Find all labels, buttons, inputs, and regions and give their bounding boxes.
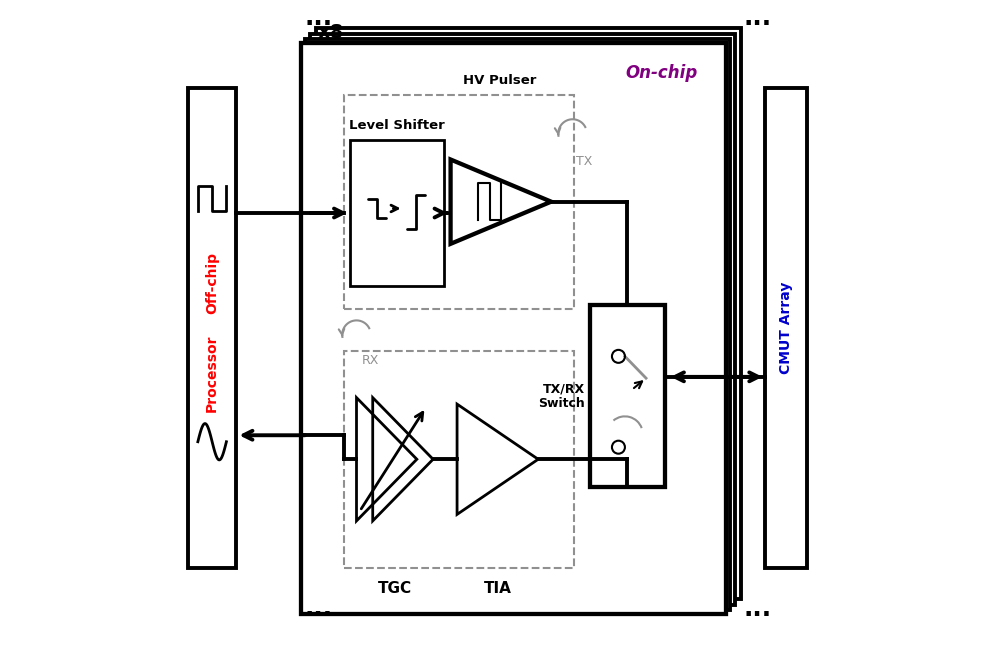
Bar [350, 140, 444, 286]
Text: ...: ... [744, 596, 772, 621]
Bar [765, 88, 807, 568]
Text: RX: RX [362, 354, 379, 367]
Text: Off-chip: Off-chip [205, 252, 219, 314]
Bar [187, 88, 236, 568]
Text: ...: ... [744, 6, 772, 30]
Text: ...: ... [305, 596, 332, 621]
Text: x8: x8 [317, 22, 344, 41]
Text: TX: TX [575, 155, 592, 167]
Text: HV Pulser: HV Pulser [463, 74, 537, 87]
Text: TGC: TGC [378, 581, 412, 596]
Bar [343, 351, 573, 568]
Text: ...: ... [305, 6, 332, 30]
Bar [590, 305, 665, 487]
Text: TIA: TIA [484, 581, 512, 596]
Text: Processor: Processor [205, 335, 219, 413]
Text: On-chip: On-chip [626, 64, 698, 82]
Bar [306, 39, 730, 610]
Text: Level Shifter: Level Shifter [349, 119, 445, 132]
Bar [343, 95, 573, 309]
Text: CMUT Array: CMUT Array [780, 282, 794, 374]
Bar [310, 33, 735, 604]
Text: TX/RX
Switch: TX/RX Switch [538, 383, 585, 410]
Bar [315, 28, 741, 600]
Bar [302, 43, 726, 613]
